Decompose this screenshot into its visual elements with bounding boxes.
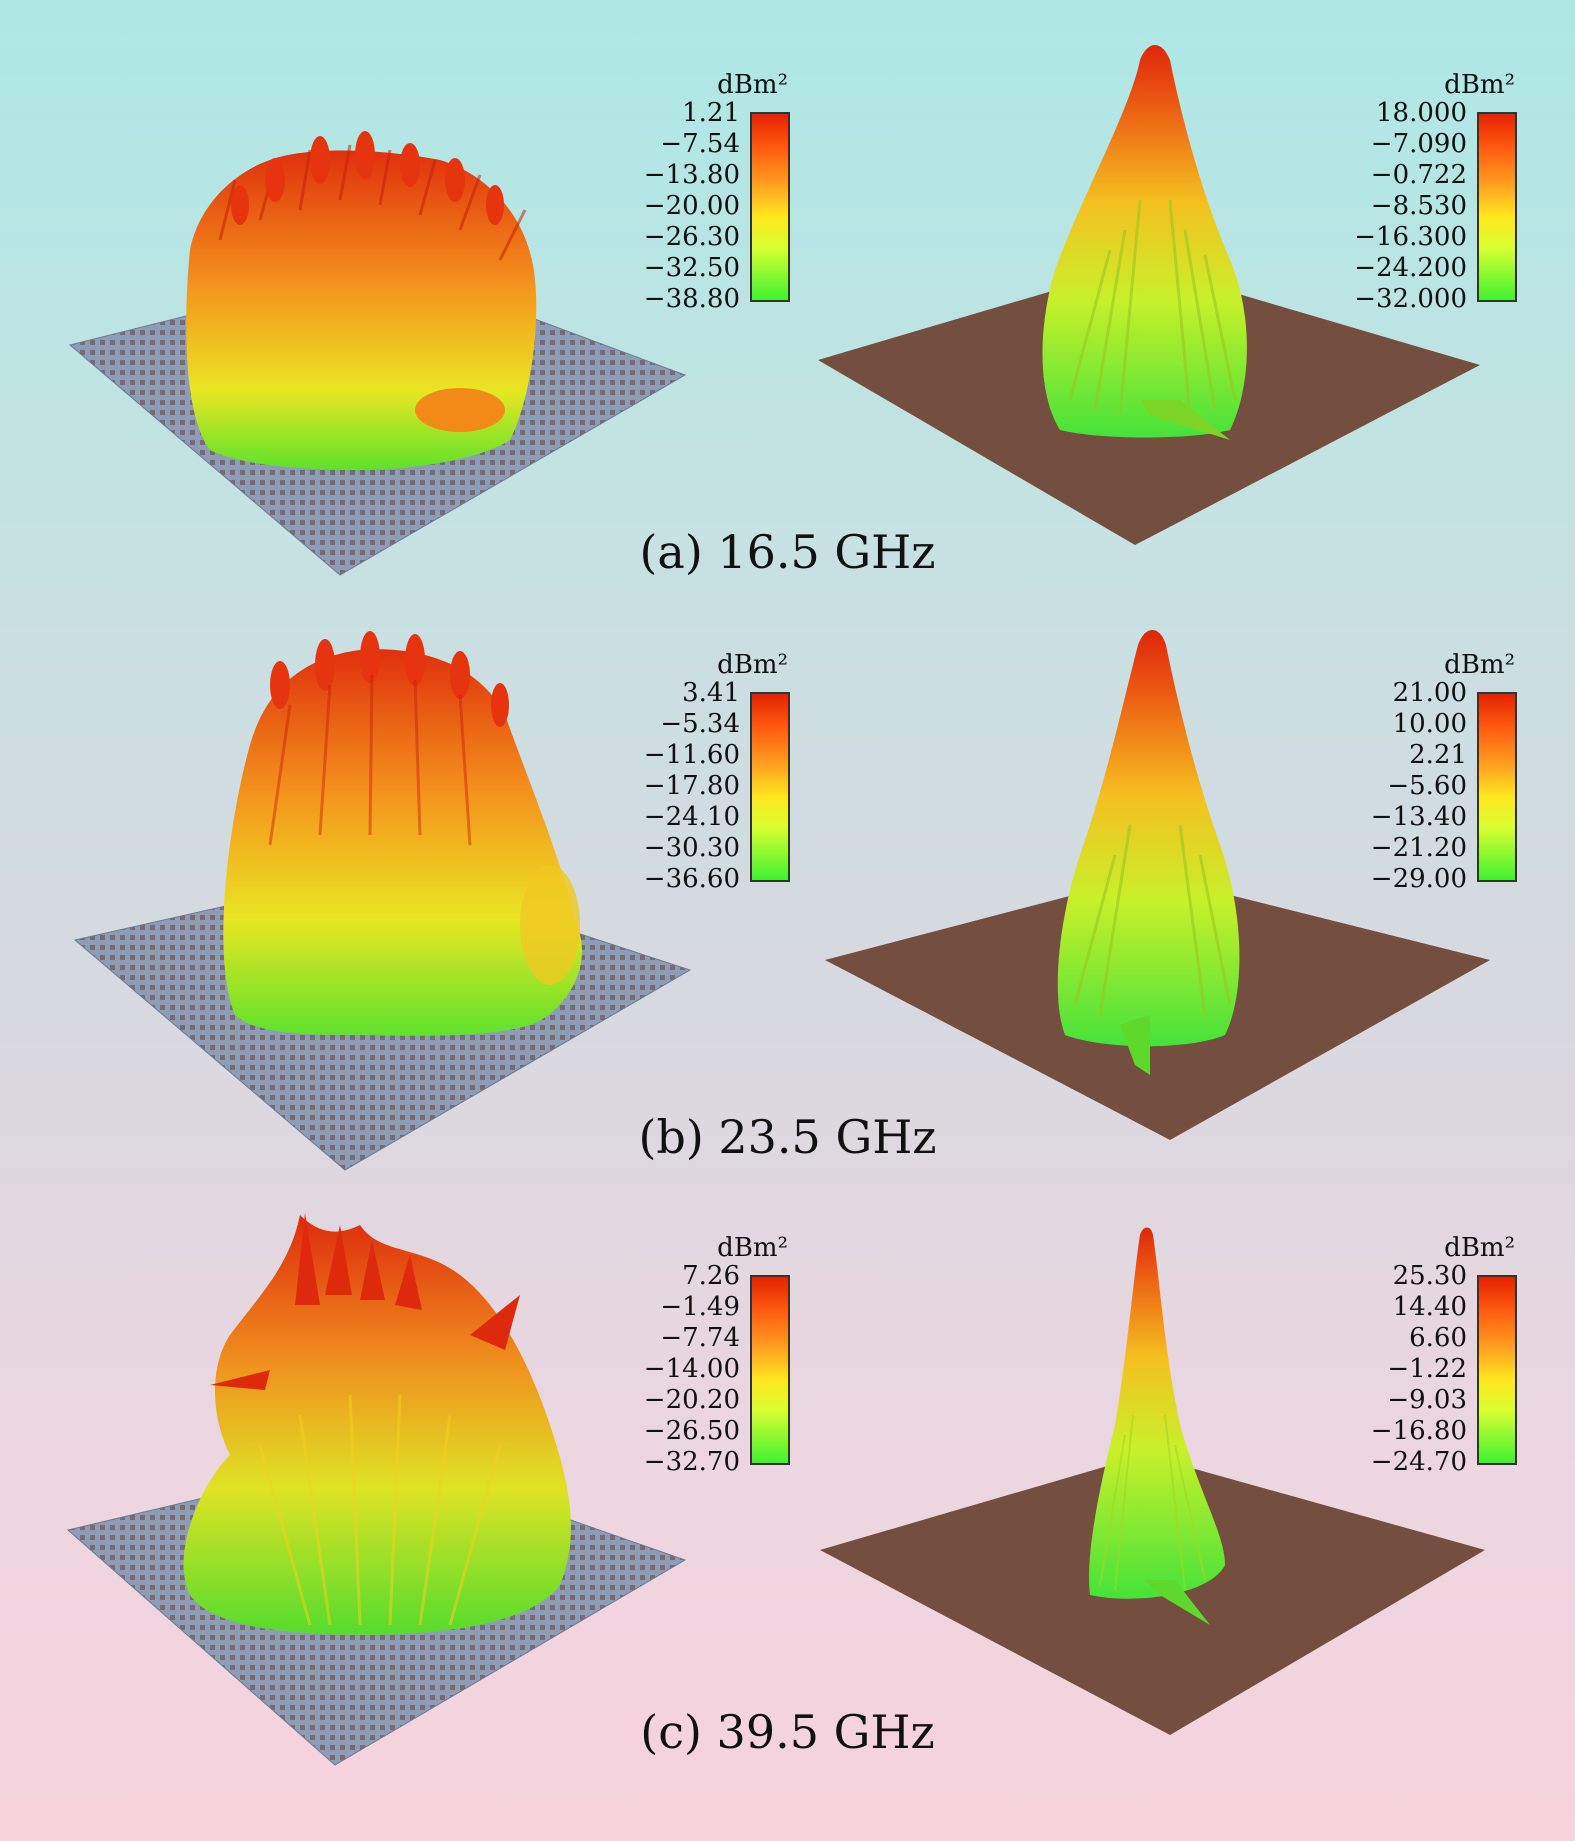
colorbar-gradient [1477,1275,1517,1465]
lobe-striations [1073,824,1232,1016]
colorbar-tick: −36.60 [643,864,740,894]
colorbar-tick: −16.80 [1370,1416,1467,1446]
colorbar-tick: −1.49 [660,1292,740,1322]
colorbar-tick: −26.50 [643,1416,740,1446]
colorbar-tick: −13.80 [643,160,740,190]
main-lobe [1089,1227,1225,1599]
lobe-striations [1099,1414,1206,1591]
colorbar-tick: −30.30 [643,833,740,863]
colorbar-tick: −5.60 [1387,771,1467,801]
colorbar-gradient [750,1275,790,1465]
colorbar-tick: −14.00 [643,1354,740,1384]
figure-row-a: dBm² 1.21 −7.54 −13.80 −20.00 −26.30 −32… [0,0,1575,600]
colorbar-tick: −8.530 [1370,191,1467,221]
colorbar-tick: −7.74 [660,1323,740,1353]
colorbar-tick: 18.000 [1376,98,1467,128]
scattering-lobes [223,649,582,1036]
colorbar-right-a: dBm² 18.000 −7.090 −0.722 −8.530 −16.300… [1347,70,1547,330]
caption-c: (c) 39.5 GHz [640,1705,935,1759]
colorbar-tick: −11.60 [643,740,740,770]
colorbar-tick: 14.40 [1392,1292,1467,1322]
scattering-lobes [183,1215,571,1635]
metasurface-rcs-plot-c [66,1213,687,1766]
colorbar-unit: dBm² [717,650,788,680]
colorbar-tick: −5.34 [660,709,740,739]
main-lobe [1042,45,1247,438]
pec-rcs-plot-c [820,1227,1485,1735]
colorbar-ticks: 1.21 −7.54 −13.80 −20.00 −26.30 −32.50 −… [620,100,740,320]
colorbar-ticks: 7.26 −1.49 −7.74 −14.00 −20.20 −26.50 −3… [620,1263,740,1483]
colorbar-tick: −38.80 [643,284,740,314]
colorbar-tick: 2.21 [1409,740,1467,770]
pec-rcs-plot-a [818,45,1480,545]
colorbar-ticks: 18.000 −7.090 −0.722 −8.530 −16.300 −24.… [1347,100,1467,320]
lobe-ridges [258,1394,502,1626]
colorbar-tick: −24.10 [643,802,740,832]
colorbar-tick: −21.20 [1370,833,1467,863]
colorbar-tick: −32.000 [1354,284,1467,314]
colorbar-gradient [1477,692,1517,882]
colorbar-ticks: 25.30 14.40 6.60 −1.22 −9.03 −16.80 −24.… [1347,1263,1467,1483]
colorbar-unit: dBm² [717,70,788,100]
colorbar-tick: −24.70 [1370,1447,1467,1477]
caption-b: (b) 23.5 GHz [638,1110,937,1164]
colorbar-tick: −20.20 [643,1385,740,1415]
lobe-spikes [210,1213,520,1390]
fin-lobe [1140,400,1230,440]
colorbar-tick: 3.41 [682,678,740,708]
colorbar-tick: −29.00 [1370,864,1467,894]
main-lobe [1057,630,1240,1047]
colorbar-tick: 25.30 [1392,1261,1467,1291]
colorbar-right-b: dBm² 21.00 10.00 2.21 −5.60 −13.40 −21.2… [1347,650,1547,910]
lobe-tips [231,131,504,225]
colorbar-tick: −16.300 [1354,222,1467,252]
lobe-striations [1068,199,1237,416]
fin-lobe [1120,1015,1150,1075]
colorbar-unit: dBm² [1444,650,1515,680]
colorbar-tick: 10.00 [1392,709,1467,739]
colorbar-tick: −17.80 [643,771,740,801]
colorbar-gradient [750,112,790,302]
colorbar-unit: dBm² [1444,1233,1515,1263]
colorbar-gradient [1477,112,1517,302]
colorbar-tick: −7.54 [660,129,740,159]
colorbar-ticks: 21.00 10.00 2.21 −5.60 −13.40 −21.20 −29… [1347,680,1467,900]
colorbar-tick: −32.70 [643,1447,740,1477]
colorbar-left-c: dBm² 7.26 −1.49 −7.74 −14.00 −20.20 −26.… [620,1233,820,1493]
colorbar-tick: −13.40 [1370,802,1467,832]
colorbar-right-c: dBm² 25.30 14.40 6.60 −1.22 −9.03 −16.80… [1347,1233,1547,1493]
colorbar-tick: −1.22 [1387,1354,1467,1384]
caption-a: (a) 16.5 GHz [639,525,936,579]
colorbar-tick: 7.26 [682,1261,740,1291]
colorbar-tick: −32.50 [643,253,740,283]
colorbar-left-b: dBm² 3.41 −5.34 −11.60 −17.80 −24.10 −30… [620,650,820,910]
colorbar-left-a: dBm² 1.21 −7.54 −13.80 −20.00 −26.30 −32… [620,70,820,330]
side-lobe [520,865,580,985]
side-lobe [415,388,505,432]
colorbar-tick: −0.722 [1370,160,1467,190]
colorbar-tick: −26.30 [643,222,740,252]
colorbar-tick: −7.090 [1370,129,1467,159]
colorbar-tick: 1.21 [682,98,740,128]
colorbar-ticks: 3.41 −5.34 −11.60 −17.80 −24.10 −30.30 −… [620,680,740,900]
colorbar-tick: 6.60 [1409,1323,1467,1353]
pec-rcs-plot-b [825,630,1490,1140]
metasurface-rcs-plot-b [73,631,692,1171]
colorbar-gradient [750,692,790,882]
colorbar-tick: −9.03 [1387,1385,1467,1415]
colorbar-tick: −20.00 [643,191,740,221]
metasurface-rcs-plot-a [68,131,687,576]
colorbar-unit: dBm² [717,1233,788,1263]
lobe-tips [270,631,509,727]
colorbar-tick: 21.00 [1392,678,1467,708]
lobe-ridges [268,674,472,846]
figure-row-c: dBm² 7.26 −1.49 −7.74 −14.00 −20.20 −26.… [0,1185,1575,1785]
colorbar-unit: dBm² [1444,70,1515,100]
colorbar-tick: −24.200 [1354,253,1467,283]
figure-row-b: dBm² 3.41 −5.34 −11.60 −17.80 −24.10 −30… [0,595,1575,1195]
fin-lobe [1145,1580,1210,1625]
